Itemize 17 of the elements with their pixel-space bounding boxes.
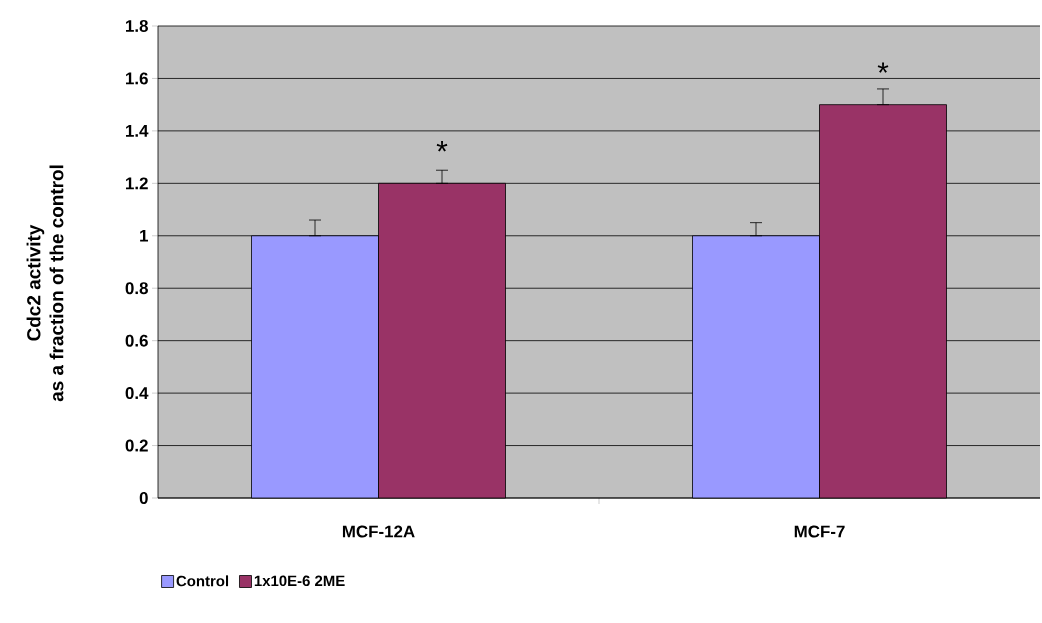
- legend-label: 1x10E-6 2ME: [254, 575, 345, 587]
- annotation: *: [877, 62, 889, 73]
- y-tick-label: 1: [140, 229, 149, 242]
- y-tick-label: 0.8: [125, 282, 148, 295]
- y-axis-title: Cdc2 activity as a fraction of the control: [26, 165, 64, 402]
- y-tick-label: 1.6: [126, 72, 148, 85]
- y-tick-label: 1.4: [126, 125, 149, 137]
- x-tick-label: MCF-7: [794, 525, 845, 538]
- y-tick-label: 1.2: [126, 177, 148, 190]
- y-tick-label: 0: [139, 492, 148, 504]
- y-tick-label: 0.2: [125, 439, 148, 452]
- y-tick-label: 1.8: [126, 20, 148, 32]
- annotation: *: [436, 141, 448, 152]
- legend-label: Control: [176, 575, 229, 587]
- y-tick-label: 0.6: [125, 334, 148, 347]
- y-tick-label: 0.4: [125, 387, 149, 400]
- x-tick-label: MCF-12A: [342, 525, 415, 538]
